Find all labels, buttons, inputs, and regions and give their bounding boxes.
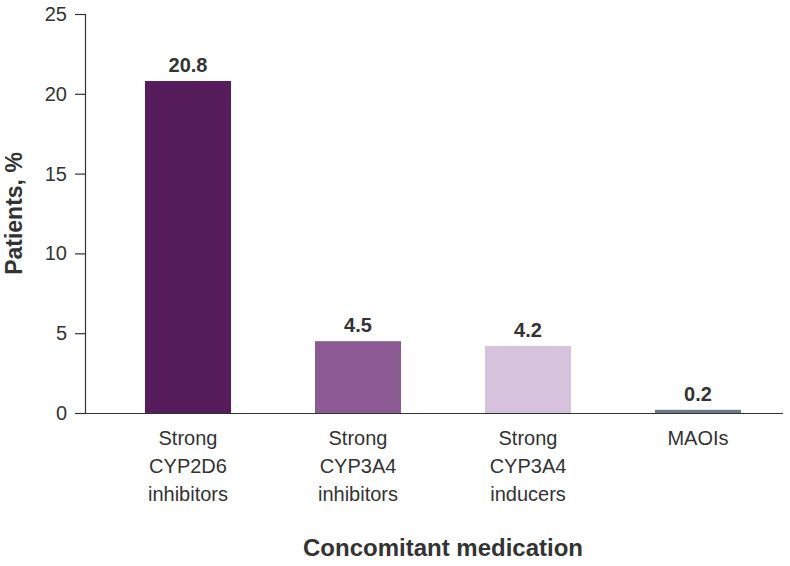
y-tick: 0 <box>56 402 85 424</box>
y-tick: 10 <box>45 242 85 264</box>
y-tick-mark <box>75 94 85 95</box>
y-tick-mark <box>75 333 85 334</box>
y-tick-label: 5 <box>56 322 67 344</box>
y-tick: 25 <box>45 3 85 25</box>
data-label: 4.2 <box>514 319 542 341</box>
x-tick: MAOIs <box>667 413 728 449</box>
bar <box>315 341 401 413</box>
y-axis-line <box>75 15 86 414</box>
bars <box>145 81 741 413</box>
data-label: 20.8 <box>169 54 208 76</box>
y-tick-mark <box>75 174 85 175</box>
data-labels: 20.8 4.5 4.2 0.2 <box>169 54 712 405</box>
y-axis-title: Patients, % <box>1 152 27 275</box>
bar <box>145 81 231 413</box>
y-tick-label: 20 <box>45 83 67 105</box>
chart: 0510152025StrongCYP2D6inhibitorsStrongCY… <box>0 0 790 566</box>
x-tick: StrongCYP3A4inducers <box>490 413 567 505</box>
y-tick-mark <box>75 14 85 15</box>
y-tick-mark <box>75 413 85 414</box>
y-tick: 20 <box>45 83 85 105</box>
data-label: 4.5 <box>344 314 372 336</box>
bar <box>655 410 741 413</box>
y-tick: 15 <box>45 163 85 185</box>
x-tick-label: StrongCYP3A4inducers <box>490 427 567 505</box>
x-axis-line <box>85 413 783 414</box>
y-tick-label: 0 <box>56 402 67 424</box>
y-tick: 5 <box>56 322 85 344</box>
x-tick: StrongCYP2D6inhibitors <box>148 413 228 505</box>
y-tick-label: 15 <box>45 163 67 185</box>
x-tick-label: StrongCYP3A4inhibitors <box>318 427 398 505</box>
x-tick: StrongCYP3A4inhibitors <box>318 413 398 505</box>
x-tick-label: StrongCYP2D6inhibitors <box>148 427 228 505</box>
bar <box>485 346 571 413</box>
data-label: 0.2 <box>684 383 712 405</box>
x-axis-title: Concomitant medication <box>303 534 583 561</box>
y-axis: 0 5 10 15 20 25 <box>45 3 86 424</box>
x-tick-label: MAOIs <box>667 427 728 449</box>
y-tick-label: 25 <box>45 3 67 25</box>
y-tick-mark <box>75 253 85 254</box>
y-tick-label: 10 <box>45 242 67 264</box>
x-axis: StrongCYP2D6inhibitors StrongCYP3A4inhibi… <box>85 413 783 505</box>
